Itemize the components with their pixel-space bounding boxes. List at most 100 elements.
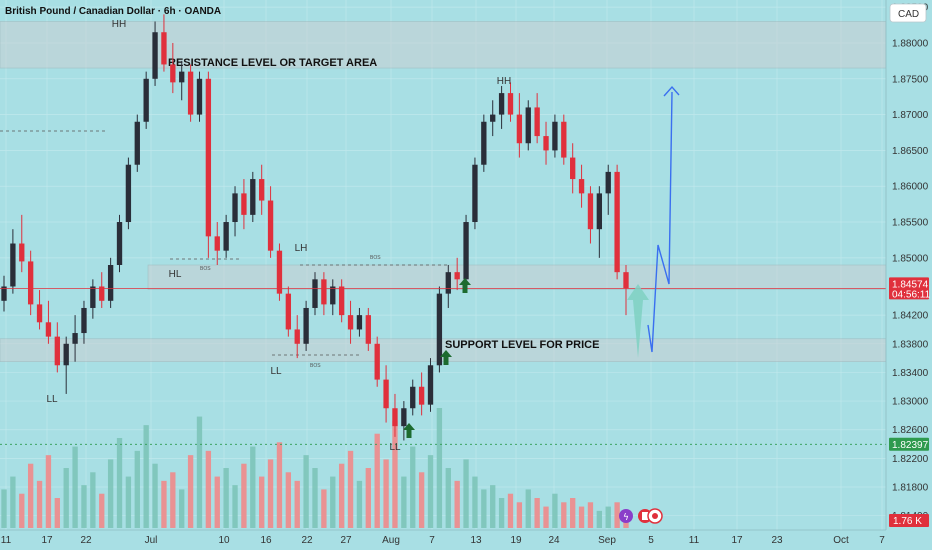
candle-body <box>401 408 407 427</box>
candle-body <box>552 121 558 151</box>
bos-label: BOS <box>370 255 381 261</box>
volume-bar <box>232 485 238 528</box>
date-tick-label: Jul <box>145 535 158 546</box>
candle-body <box>330 286 336 305</box>
price-tick-label: 1.82200 <box>892 454 929 465</box>
volume-bar <box>19 493 25 528</box>
volume-bar <box>125 476 132 528</box>
event-icons[interactable]: ϟ <box>619 508 663 524</box>
lightning-event-icon[interactable] <box>619 509 633 523</box>
volume-bar <box>374 433 380 528</box>
date-tick-label: Sep <box>598 535 616 546</box>
date-tick-label: 23 <box>771 535 783 546</box>
blue-projection-path <box>647 91 673 353</box>
date-tick-label: 27 <box>340 535 352 546</box>
volume-bar <box>45 455 52 528</box>
date-tick-label: 19 <box>510 535 522 546</box>
candle-body <box>356 315 363 330</box>
volume-bar <box>63 468 69 528</box>
candle-body <box>516 114 523 144</box>
volume-bar <box>525 489 531 528</box>
volume-bar <box>561 502 567 528</box>
time-axis-panel[interactable] <box>0 530 886 550</box>
chart-title: British Pound / Canadian Dollar · 6h · O… <box>5 6 221 17</box>
volume-bar <box>312 468 318 528</box>
price-tick-label: 1.84200 <box>892 311 929 322</box>
price-tick-label: 1.87000 <box>892 110 929 121</box>
volume-bar <box>427 455 434 528</box>
candle-body <box>454 272 460 280</box>
price-tick-label: 1.83400 <box>892 368 929 379</box>
volume-bar <box>196 416 203 528</box>
currency-badge[interactable]: CAD <box>889 3 927 23</box>
date-tick-label: 17 <box>41 535 53 546</box>
volume-bar <box>410 446 416 528</box>
volume-bar <box>303 455 309 528</box>
candle-body <box>507 93 514 115</box>
price-tick-label: 1.86500 <box>892 146 929 157</box>
candle-body <box>63 343 69 366</box>
candle-body <box>241 193 247 215</box>
candle-body <box>45 322 52 337</box>
volume-bar <box>383 459 389 528</box>
countdown-label: 04:56:11 <box>892 289 931 300</box>
volume-bar <box>498 498 505 528</box>
candle-body <box>498 93 505 115</box>
volume-bar <box>338 463 345 528</box>
volume-bar <box>267 459 274 528</box>
candle-body <box>525 107 531 144</box>
candle-body <box>214 236 220 251</box>
candle-body <box>614 171 620 273</box>
volume-bar <box>516 502 523 528</box>
time-axis-ticks: 11 17 22 Jul 10 16 22 27 Aug 7 13 19 24 Sep 5 11 17 23 Oct… <box>1 535 885 546</box>
date-tick-label: 22 <box>301 535 313 546</box>
price-tick-label: 1.82600 <box>892 425 929 436</box>
volume-bar <box>187 455 194 528</box>
bos-label: BOS <box>200 266 211 272</box>
price-zones: RESISTANCE LEVEL OR TARGET AREA SUPPORT L… <box>0 21 887 362</box>
date-tick-label: 24 <box>548 535 560 546</box>
volume-bar <box>161 480 167 528</box>
volume-bar <box>214 476 220 528</box>
price-axis-panel[interactable] <box>886 0 932 550</box>
date-tick-label: Oct <box>833 535 849 546</box>
candle-body <box>294 329 300 344</box>
candle-body <box>427 365 434 405</box>
candle-body <box>534 107 540 137</box>
date-tick-label: 22 <box>80 535 92 546</box>
candle-body <box>161 32 167 65</box>
volume-bar <box>152 463 158 528</box>
swing-label: LL <box>46 394 58 405</box>
volume-bar <box>365 468 371 528</box>
green-up-arrow <box>403 423 415 438</box>
bos-label: BOS <box>310 363 321 369</box>
volume-bar <box>356 480 363 528</box>
candle-body <box>187 71 194 115</box>
teal-projection-arrow <box>627 284 649 358</box>
candle-body <box>338 286 345 316</box>
volume-bar <box>605 506 611 528</box>
volume-bar <box>294 480 300 528</box>
current-price-label: 1.84574 <box>892 279 929 290</box>
volume-bar <box>578 506 585 528</box>
volume-bar <box>490 485 496 528</box>
price-tick-label: 1.87500 <box>892 74 929 85</box>
date-tick-label: 16 <box>260 535 272 546</box>
volume-bar <box>90 472 96 528</box>
volume-bar <box>1 489 7 528</box>
candle-body <box>250 179 256 215</box>
volume-bar <box>134 450 140 528</box>
volume-bar <box>570 498 576 528</box>
volume-label: 1.76 K <box>893 516 922 527</box>
volume-bar <box>534 498 540 528</box>
volume-bar <box>445 468 451 528</box>
volume-bar <box>259 476 265 528</box>
candle-body <box>472 164 478 223</box>
candle-body <box>418 386 425 405</box>
candle-body <box>27 261 34 305</box>
volume-bar <box>285 472 292 528</box>
candle-body <box>170 64 176 83</box>
volume-bar <box>507 493 514 528</box>
level-price-label: 1.82397 <box>892 440 929 451</box>
